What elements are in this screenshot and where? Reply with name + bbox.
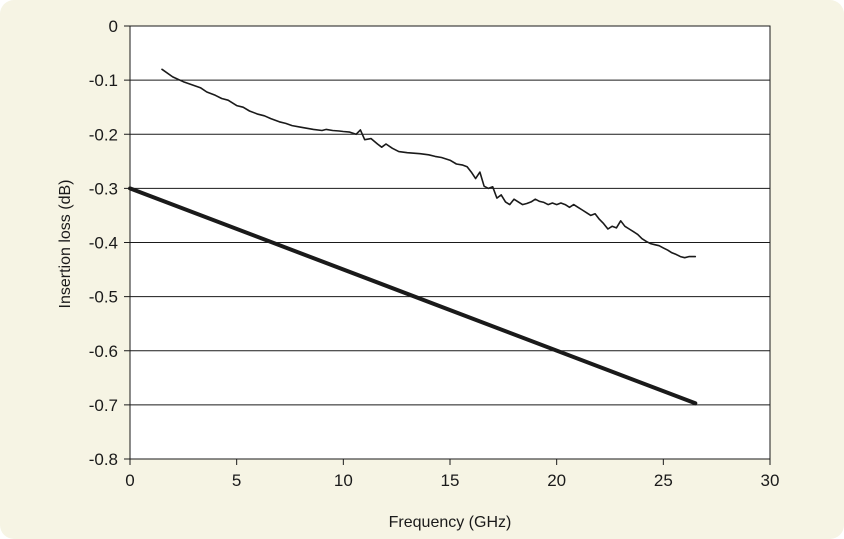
y-tick-label: -0.1: [89, 71, 118, 90]
x-tick-label: 10: [334, 471, 353, 490]
x-tick-label: 15: [441, 471, 460, 490]
data-series: [128, 68, 698, 406]
y-tick-label: -0.5: [89, 288, 118, 307]
y-tick-label: -0.6: [89, 342, 118, 361]
y-tick-label: -0.2: [89, 125, 118, 144]
y-axis-title: Insertion loss (dB): [57, 180, 74, 309]
y-tick-label: -0.8: [89, 450, 118, 469]
grid-lines: [130, 79, 770, 406]
tick-labels: 0 -0.1 -0.2 -0.3 -0.4 -0.5 -0.6 -0.7 -0.8 0 5 10 15 2…: [89, 17, 780, 490]
y-tick-label: -0.4: [89, 234, 118, 253]
series-line-thin: [161, 68, 697, 259]
x-tick-label: 20: [547, 471, 566, 490]
x-axis-title: Frequency (GHz): [389, 514, 512, 531]
x-tick-label: 25: [654, 471, 673, 490]
y-tick-label: -0.3: [89, 179, 118, 198]
series-line-thick: [128, 186, 698, 406]
x-tick-label: 0: [125, 471, 134, 490]
y-tick-label: -0.7: [89, 396, 118, 415]
x-tick-label: 5: [232, 471, 241, 490]
y-tick-label: 0: [109, 17, 118, 36]
x-tick-label: 30: [761, 471, 780, 490]
